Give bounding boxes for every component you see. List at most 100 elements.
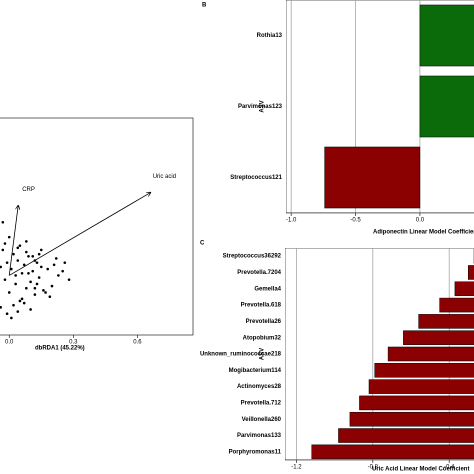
point [12, 252, 15, 256]
x-tick-label: -0.4 [444, 465, 455, 471]
point [16, 310, 20, 313]
point [44, 291, 47, 294]
vector-arrow [8, 205, 18, 276]
point [12, 303, 15, 307]
bar [439, 297, 474, 313]
panel-letter: B [202, 3, 207, 9]
bar [418, 314, 474, 329]
bar [311, 444, 474, 460]
bar [419, 75, 474, 138]
x-tick-label: -1.2 [291, 465, 302, 471]
point [3, 278, 7, 281]
point [10, 316, 13, 320]
bar [324, 146, 421, 209]
x-axis-label: Adiponectin Linear Model Coefficient [373, 230, 474, 236]
point [18, 299, 22, 303]
vector-label: Uric acid [153, 174, 176, 180]
category-label: Streptococcus36292 [223, 254, 282, 260]
bar [387, 346, 474, 362]
x-tick-label: -1.0 [286, 218, 297, 224]
category-label: Gemella4 [254, 286, 281, 292]
category-label: Parvimonas133 [237, 433, 282, 439]
point [33, 293, 37, 296]
point [31, 254, 35, 258]
point [22, 263, 26, 267]
bar [368, 379, 474, 394]
point [25, 240, 28, 243]
x-tick-label: -0.5 [350, 218, 361, 224]
bar [454, 281, 474, 297]
vector-label: CRP [22, 187, 35, 193]
point [10, 267, 13, 271]
point [16, 259, 20, 262]
point [42, 289, 45, 292]
point [39, 265, 43, 269]
point [37, 276, 41, 279]
point [18, 244, 22, 247]
category-label: Atopobium32 [243, 335, 282, 341]
point [20, 297, 24, 301]
x-tick-label: 0.0 [416, 218, 425, 224]
point [3, 242, 7, 245]
panel-letter: C [200, 241, 205, 247]
category-label: Prevotella26 [246, 319, 282, 325]
y-axis-label: ASV [260, 348, 266, 360]
bar [403, 330, 474, 345]
point [37, 252, 41, 256]
point [31, 269, 35, 273]
plot-area [286, 0, 474, 213]
point [20, 272, 24, 275]
point [1, 248, 5, 252]
point [5, 312, 9, 316]
x-tick-label: -0.8 [368, 465, 379, 471]
point [35, 261, 39, 264]
point [7, 235, 11, 239]
point [67, 278, 71, 281]
category-label: Streptococcus121 [230, 175, 282, 181]
plot-frame [0, 117, 194, 336]
plot-area [285, 248, 474, 460]
vector-arrow [9, 192, 150, 276]
point [57, 274, 60, 277]
category-label: Actinomyces28 [237, 384, 282, 390]
category-label: Mogibacterium114 [229, 368, 282, 374]
point [33, 286, 37, 290]
category-label: Unknown_ruminococcae218 [200, 352, 282, 358]
bar [349, 411, 474, 427]
category-label: Veillonella260 [242, 417, 282, 423]
bar [468, 265, 474, 280]
bar [359, 395, 474, 411]
bar [338, 428, 474, 443]
point [29, 280, 32, 284]
point [16, 246, 20, 250]
point [27, 272, 30, 275]
point [54, 257, 58, 260]
point [63, 261, 67, 264]
x-tick-label: 0.6 [133, 340, 142, 346]
point [35, 282, 39, 286]
point [52, 263, 56, 267]
category-label: Prevotella.618 [241, 303, 282, 309]
point [25, 286, 28, 290]
point [48, 295, 52, 299]
x-axis-label: dbRDA1 (45.22%) [35, 346, 85, 352]
point [46, 267, 49, 271]
point [22, 301, 26, 305]
point [39, 248, 43, 252]
point [14, 282, 17, 286]
bar [419, 4, 474, 67]
point [25, 250, 28, 254]
x-axis-label: Uric Acid Linear Model Coefficient [372, 467, 469, 473]
category-label: Rothia13 [257, 33, 283, 39]
point [0, 306, 2, 309]
category-label: Prevotella.712 [241, 401, 282, 407]
category-label: Porphyromonas11 [229, 449, 282, 455]
point [0, 265, 2, 269]
bar [374, 363, 474, 378]
point [1, 220, 5, 224]
point [27, 254, 30, 258]
point [50, 284, 54, 288]
point [7, 291, 11, 294]
category-label: Prevotella.7204 [237, 270, 281, 276]
